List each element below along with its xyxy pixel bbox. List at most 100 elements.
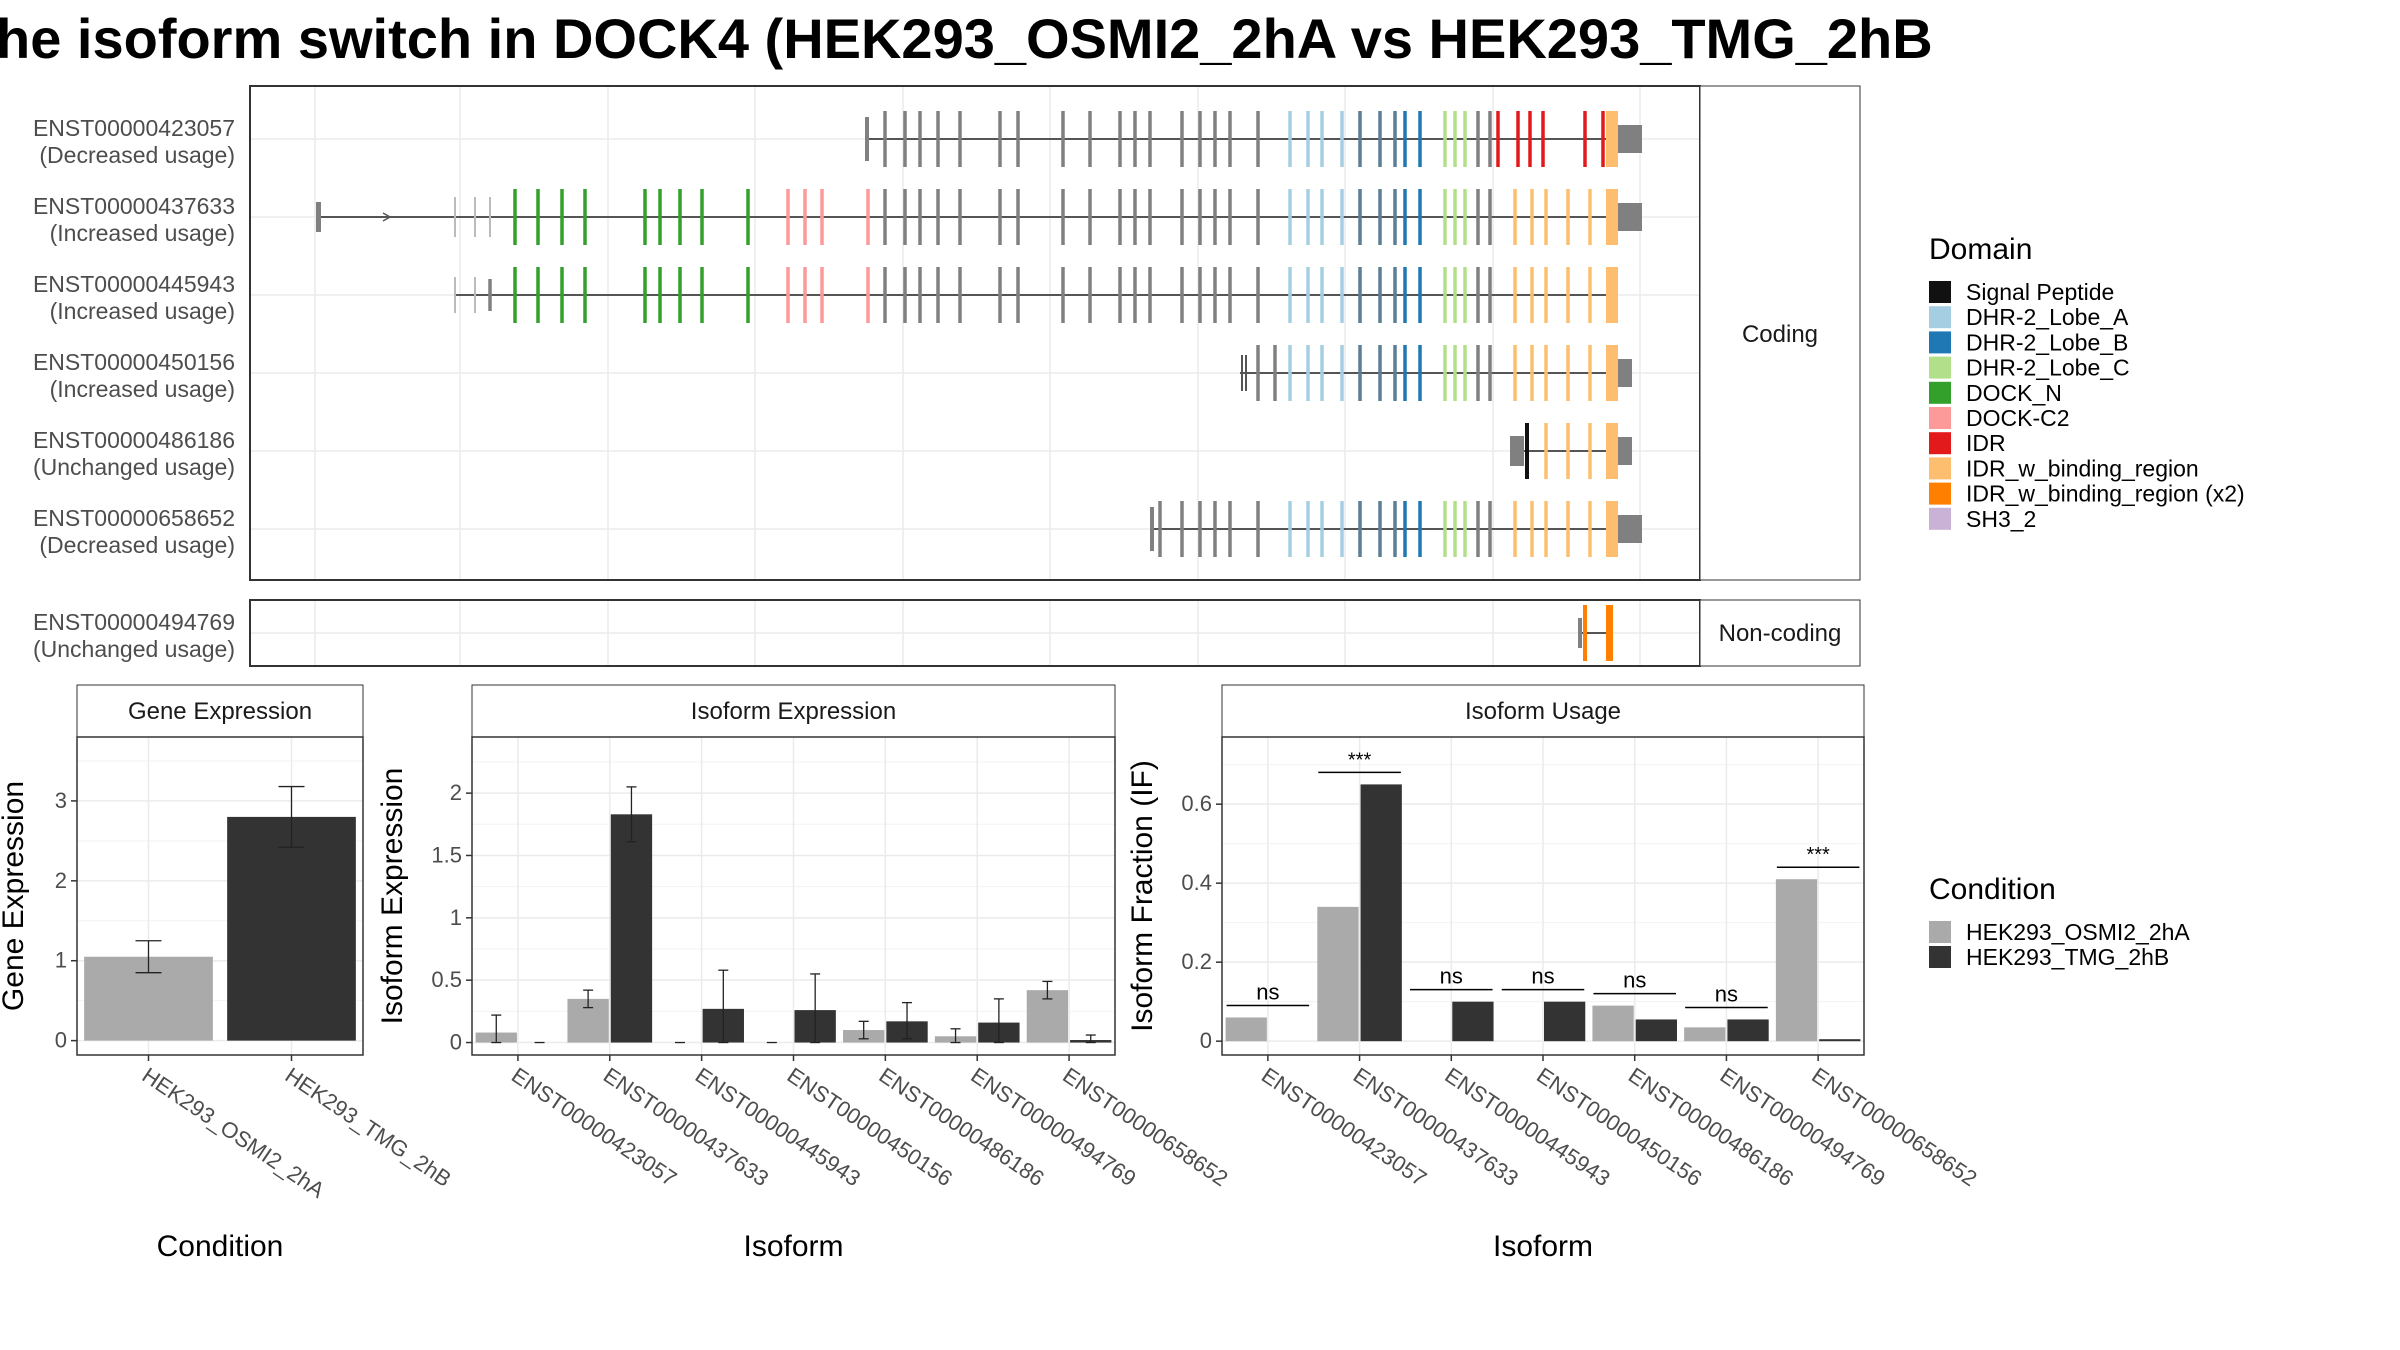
exon (1288, 501, 1292, 557)
exon (1378, 345, 1382, 401)
exon (958, 189, 962, 245)
exon (1463, 267, 1467, 323)
utr-block (1618, 203, 1642, 231)
exon (1088, 111, 1092, 167)
domain-legend-label: DHR-2_Lobe_B (1966, 329, 2128, 355)
exon (1228, 501, 1232, 557)
exon (1320, 345, 1324, 401)
utr-block (316, 202, 321, 232)
transcript-id-label: ENST00000450156 (33, 349, 235, 375)
domain-legend-title: Domain (1929, 233, 2032, 266)
exon (866, 189, 870, 245)
exon (1245, 355, 1247, 391)
exon (1476, 501, 1480, 557)
exon (1148, 111, 1152, 167)
exon (936, 267, 940, 323)
domain-legend-swatch (1929, 381, 1951, 404)
exon (958, 267, 962, 323)
condition-legend-swatch (1929, 946, 1951, 968)
domain-legend-label: DHR-2_Lobe_C (1966, 355, 2130, 381)
domain-legend-swatch (1929, 457, 1951, 480)
y-tick-label: 3 (55, 788, 67, 813)
exon (1358, 501, 1362, 557)
exon (1340, 345, 1344, 401)
exon (1606, 189, 1618, 245)
exon (1463, 345, 1467, 401)
exon (1320, 267, 1324, 323)
transcript-usage-label: (Decreased usage) (39, 532, 235, 558)
y-axis-title: Isoform Fraction (IF) (1126, 760, 1159, 1032)
exon (583, 189, 587, 245)
exon (903, 189, 907, 245)
exon (1463, 501, 1467, 557)
exon (1148, 189, 1152, 245)
domain-legend-swatch (1929, 281, 1951, 303)
exon (1228, 111, 1232, 167)
exon (746, 189, 750, 245)
exon (1476, 345, 1480, 401)
structure-noncoding-panel: Non-coding ENST00000494769(Unchanged usa… (33, 599, 1861, 667)
exon (1601, 111, 1605, 167)
exon (1150, 507, 1154, 551)
bar (1544, 1001, 1586, 1042)
y-tick-label: 0.5 (431, 967, 462, 992)
transcript-usage-label: (Increased usage) (50, 298, 235, 324)
exon (1544, 267, 1548, 323)
exon (1496, 111, 1500, 167)
exon (1256, 267, 1260, 323)
y-tick-label: 0 (55, 1028, 67, 1053)
domain-legend: Domain Signal PeptideDHR-2_Lobe_ADHR-2_L… (1929, 233, 2245, 532)
exon (1213, 111, 1217, 167)
domain-legend-swatch (1929, 407, 1951, 429)
exon (803, 189, 807, 245)
x-tick-label: ENST00000494769 (966, 1062, 1140, 1191)
exon (1443, 501, 1447, 557)
exon (1088, 189, 1092, 245)
exon (1288, 345, 1292, 401)
exon (1544, 189, 1548, 245)
exon (1213, 189, 1217, 245)
utr-block (1618, 515, 1642, 543)
exon (1588, 423, 1592, 479)
exon (700, 189, 704, 245)
figure-title: he isoform switch in DOCK4 (HEK293_OSMI2… (0, 7, 1933, 70)
exon (1358, 345, 1362, 401)
exon (489, 197, 491, 237)
x-axis-title: Condition (157, 1230, 284, 1263)
exon (1530, 501, 1534, 557)
x-tick-label: ENST00000445943 (1440, 1062, 1614, 1191)
transcript-usage-label: (Unchanged usage) (33, 636, 235, 662)
transcript-usage-label: (Unchanged usage) (33, 454, 235, 480)
x-tick-label: ENST00000450156 (783, 1062, 957, 1191)
exon (1358, 111, 1362, 167)
exon (1513, 267, 1517, 323)
y-tick-label: 2 (55, 868, 67, 893)
exon (643, 189, 647, 245)
domain-legend-label: Signal Peptide (1966, 279, 2114, 305)
exon (1403, 189, 1407, 245)
exon (1198, 189, 1202, 245)
strand-arrow (382, 212, 392, 222)
exon (998, 111, 1002, 167)
exon (1378, 267, 1382, 323)
exon (1340, 501, 1344, 557)
panel-title: Isoform Usage (1465, 698, 1621, 725)
transcript-id-label: ENST00000445943 (33, 271, 235, 297)
x-tick-label: ENST00000494769 (1716, 1062, 1890, 1191)
domain-legend-label: IDR_w_binding_region (1966, 455, 2199, 481)
exon (1418, 267, 1422, 323)
exon (1606, 423, 1618, 479)
panel-title: Gene Expression (128, 698, 312, 725)
exon (918, 189, 922, 245)
exon (1133, 189, 1137, 245)
panel-title: Isoform Expression (691, 698, 896, 725)
y-tick-label: 0 (450, 1030, 462, 1055)
exon (1488, 111, 1492, 167)
exon (583, 267, 587, 323)
exon (1320, 189, 1324, 245)
exon (1525, 423, 1529, 479)
utr-block (1510, 436, 1524, 466)
exon (1443, 189, 1447, 245)
exon (998, 267, 1002, 323)
